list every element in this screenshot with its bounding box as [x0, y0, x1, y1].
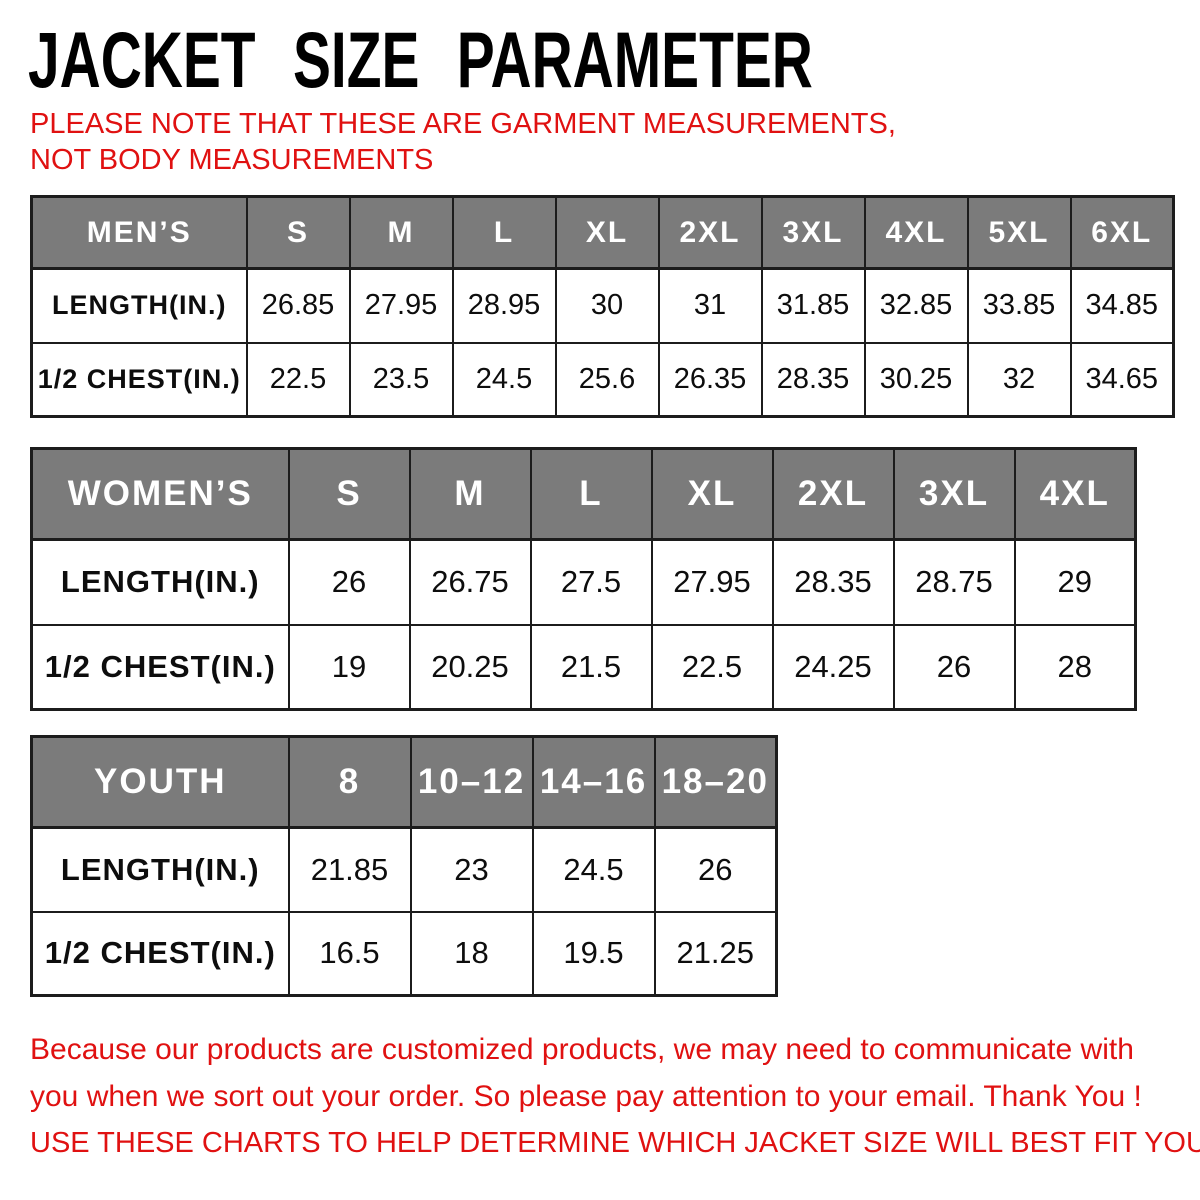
size-header-cell: 3XL [892, 447, 1016, 541]
size-value-cell: 30 [554, 267, 660, 344]
womens-chest-row: 1/2 CHEST(IN.) 19 20.25 21.5 22.5 24.25 … [30, 623, 1137, 711]
size-header-cell: 4XL [863, 195, 969, 270]
mens-table-title: MEN’S [30, 195, 248, 270]
size-header-cell: 4XL [1013, 447, 1137, 541]
size-header-cell: 3XL [760, 195, 866, 270]
size-value-cell: 34.65 [1069, 341, 1175, 418]
youth-size-table: YOUTH 8 10–12 14–16 18–20 LENGTH(IN.) 21… [30, 735, 778, 997]
row-label: 1/2 CHEST(IN.) [30, 910, 290, 997]
size-header-cell: 2XL [771, 447, 895, 541]
size-value-cell: 23 [409, 826, 534, 913]
size-value-cell: 26 [287, 538, 411, 626]
size-value-cell: 31.85 [760, 267, 866, 344]
page-title: JACKET SIZE PARAMETER [28, 15, 813, 104]
size-header-cell: XL [650, 447, 774, 541]
size-header-cell: M [408, 447, 532, 541]
womens-length-row: LENGTH(IN.) 26 26.75 27.5 27.95 28.35 28… [30, 538, 1137, 626]
row-label: 1/2 CHEST(IN.) [30, 341, 248, 418]
size-value-cell: 23.5 [348, 341, 454, 418]
size-header-cell: 5XL [966, 195, 1072, 270]
size-header-cell: 14–16 [531, 735, 656, 829]
size-value-cell: 32.85 [863, 267, 969, 344]
size-value-cell: 21.85 [287, 826, 412, 913]
size-header-cell: 8 [287, 735, 412, 829]
size-value-cell: 27.5 [529, 538, 653, 626]
size-value-cell: 22.5 [245, 341, 351, 418]
size-value-cell: 26.85 [245, 267, 351, 344]
size-value-cell: 26 [892, 623, 1016, 711]
mens-length-row: LENGTH(IN.) 26.85 27.95 28.95 30 31 31.8… [30, 267, 1175, 344]
size-value-cell: 21.25 [653, 910, 778, 997]
size-value-cell: 24.5 [451, 341, 557, 418]
row-label: 1/2 CHEST(IN.) [30, 623, 290, 711]
mens-chest-row: 1/2 CHEST(IN.) 22.5 23.5 24.5 25.6 26.35… [30, 341, 1175, 418]
fit-advice-note: USE THESE CHARTS TO HELP DETERMINE WHICH… [30, 1127, 1200, 1159]
size-header-cell: L [451, 195, 557, 270]
size-value-cell: 28.75 [892, 538, 1016, 626]
size-value-cell: 29 [1013, 538, 1137, 626]
size-value-cell: 22.5 [650, 623, 774, 711]
row-label: LENGTH(IN.) [30, 267, 248, 344]
size-value-cell: 20.25 [408, 623, 532, 711]
youth-length-row: LENGTH(IN.) 21.85 23 24.5 26 [30, 826, 778, 913]
size-value-cell: 16.5 [287, 910, 412, 997]
size-value-cell: 27.95 [348, 267, 454, 344]
size-header-cell: L [529, 447, 653, 541]
youth-chest-row: 1/2 CHEST(IN.) 16.5 18 19.5 21.25 [30, 910, 778, 997]
womens-table-title: WOMEN’S [30, 447, 290, 541]
size-value-cell: 26 [653, 826, 778, 913]
size-header-cell: M [348, 195, 454, 270]
size-value-cell: 25.6 [554, 341, 660, 418]
size-header-cell: 6XL [1069, 195, 1175, 270]
size-value-cell: 28.35 [771, 538, 895, 626]
size-header-cell: 10–12 [409, 735, 534, 829]
size-header-cell: 2XL [657, 195, 763, 270]
customization-communication-note: Because our products are customized prod… [30, 1033, 1142, 1113]
size-header-cell: S [245, 195, 351, 270]
size-value-cell: 19.5 [531, 910, 656, 997]
row-label: LENGTH(IN.) [30, 538, 290, 626]
mens-header-row: MEN’S S M L XL 2XL 3XL 4XL 5XL 6XL [30, 195, 1175, 270]
womens-header-row: WOMEN’S S M L XL 2XL 3XL 4XL [30, 447, 1137, 541]
size-value-cell: 28 [1013, 623, 1137, 711]
size-value-cell: 32 [966, 341, 1072, 418]
size-header-cell: XL [554, 195, 660, 270]
size-value-cell: 28.35 [760, 341, 866, 418]
womens-size-table: WOMEN’S S M L XL 2XL 3XL 4XL LENGTH(IN.)… [30, 447, 1137, 711]
size-value-cell: 27.95 [650, 538, 774, 626]
size-value-cell: 18 [409, 910, 534, 997]
size-value-cell: 24.25 [771, 623, 895, 711]
size-value-cell: 26.75 [408, 538, 532, 626]
youth-table-title: YOUTH [30, 735, 290, 829]
size-value-cell: 24.5 [531, 826, 656, 913]
row-label: LENGTH(IN.) [30, 826, 290, 913]
size-header-cell: S [287, 447, 411, 541]
youth-header-row: YOUTH 8 10–12 14–16 18–20 [30, 735, 778, 829]
mens-size-table: MEN’S S M L XL 2XL 3XL 4XL 5XL 6XL LENGT… [30, 195, 1175, 418]
size-value-cell: 19 [287, 623, 411, 711]
size-value-cell: 26.35 [657, 341, 763, 418]
size-header-cell: 18–20 [653, 735, 778, 829]
garment-measurement-note: PLEASE NOTE THAT THESE ARE GARMENT MEASU… [30, 108, 896, 176]
size-value-cell: 33.85 [966, 267, 1072, 344]
size-value-cell: 30.25 [863, 341, 969, 418]
size-value-cell: 28.95 [451, 267, 557, 344]
size-value-cell: 34.85 [1069, 267, 1175, 344]
size-value-cell: 21.5 [529, 623, 653, 711]
size-value-cell: 31 [657, 267, 763, 344]
